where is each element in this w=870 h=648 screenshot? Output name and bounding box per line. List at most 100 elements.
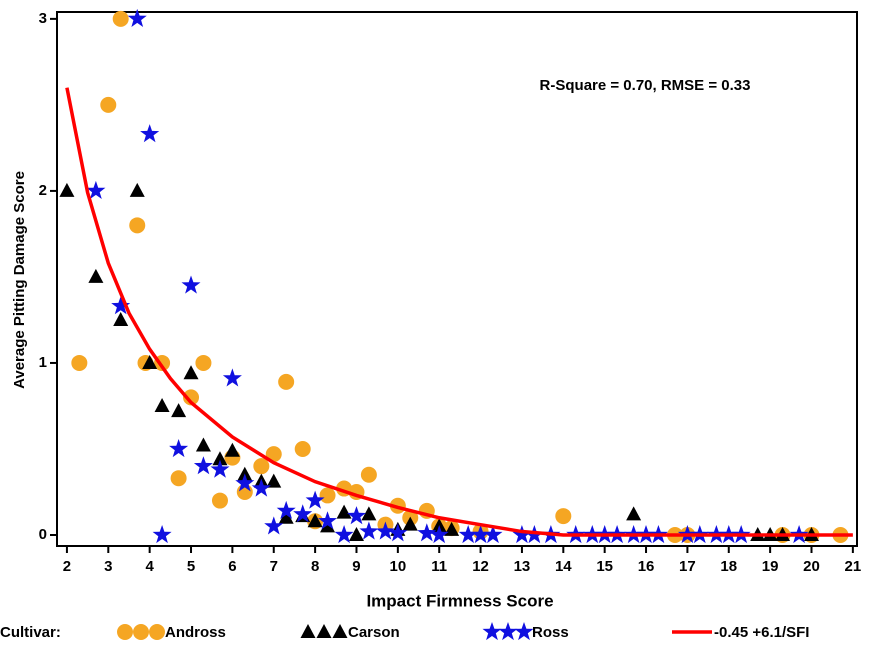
point xyxy=(318,511,337,530)
point xyxy=(181,275,201,294)
point xyxy=(458,525,478,544)
point xyxy=(278,373,295,390)
x-tick-label: 5 xyxy=(187,558,195,575)
point xyxy=(251,478,271,497)
x-tick-label: 18 xyxy=(720,558,737,575)
point xyxy=(360,466,377,483)
x-tick-label: 21 xyxy=(845,558,862,575)
x-tick-label: 14 xyxy=(555,558,572,575)
point xyxy=(347,506,366,525)
point xyxy=(294,440,311,457)
x-tick-label: 20 xyxy=(803,558,820,575)
point xyxy=(305,490,325,509)
point xyxy=(278,509,294,524)
point xyxy=(142,354,158,369)
x-tick-label: 3 xyxy=(104,558,112,575)
point xyxy=(276,500,296,519)
point xyxy=(402,516,418,531)
point xyxy=(169,439,189,458)
y-tick-label: 3 xyxy=(39,10,47,27)
point xyxy=(195,354,212,371)
point xyxy=(336,504,352,519)
point xyxy=(375,521,395,540)
point xyxy=(293,504,313,523)
point xyxy=(129,217,146,234)
legend-swatch xyxy=(133,624,149,640)
point xyxy=(111,296,131,315)
point xyxy=(183,389,200,406)
point xyxy=(471,525,491,544)
point xyxy=(211,492,228,509)
point xyxy=(483,525,503,544)
legend-label: Andross xyxy=(165,624,226,641)
x-tick-label: 15 xyxy=(596,558,613,575)
point xyxy=(129,182,145,197)
legend-swatch xyxy=(300,624,316,638)
point xyxy=(320,518,336,533)
x-tick-label: 13 xyxy=(514,558,531,575)
point xyxy=(626,506,642,521)
legend-swatch xyxy=(498,622,518,641)
fit-line xyxy=(65,87,853,537)
legend-title: Cultivar: xyxy=(0,624,61,641)
x-axis-label: Impact Firmness Score xyxy=(366,591,553,610)
point xyxy=(59,182,75,197)
point xyxy=(112,10,129,27)
point xyxy=(235,473,255,492)
legend-swatch xyxy=(316,624,332,638)
point xyxy=(224,442,240,457)
legend-label: Ross xyxy=(532,624,569,641)
point xyxy=(183,365,199,380)
point xyxy=(555,508,572,525)
plot-frame xyxy=(56,11,858,547)
point xyxy=(193,456,213,475)
x-tick-label: 6 xyxy=(228,558,236,575)
point xyxy=(113,311,129,326)
point xyxy=(170,470,187,487)
point xyxy=(140,124,160,143)
point xyxy=(512,525,532,544)
point xyxy=(222,368,242,387)
x-tick-label: 9 xyxy=(352,558,360,575)
x-tick-label: 16 xyxy=(638,558,655,575)
point xyxy=(361,506,377,521)
point xyxy=(195,437,211,452)
legend-swatch xyxy=(149,624,165,640)
x-tick-label: 7 xyxy=(270,558,278,575)
point xyxy=(348,526,364,541)
point xyxy=(100,96,117,113)
legend-swatch xyxy=(117,624,133,640)
point xyxy=(86,180,106,199)
y-tick-label: 1 xyxy=(39,354,47,371)
x-tick-label: 12 xyxy=(472,558,489,575)
legend-swatch xyxy=(514,622,534,641)
point xyxy=(266,473,282,488)
point xyxy=(307,513,323,528)
x-tick-label: 4 xyxy=(145,558,154,575)
legend-label: -0.45 +6.1/SFI xyxy=(714,624,809,641)
x-tick-label: 11 xyxy=(431,558,447,575)
point xyxy=(210,459,230,478)
point xyxy=(127,8,147,27)
point xyxy=(71,354,88,371)
x-tick-label: 2 xyxy=(63,558,71,575)
x-tick-label: 8 xyxy=(311,558,319,575)
point xyxy=(154,397,170,412)
point xyxy=(88,268,104,283)
legend-swatch xyxy=(482,622,502,641)
x-tick-label: 10 xyxy=(390,558,407,575)
point xyxy=(319,487,336,504)
point xyxy=(359,521,379,540)
point xyxy=(171,403,187,418)
point xyxy=(264,516,284,535)
legend-swatch xyxy=(332,624,348,638)
point xyxy=(388,523,408,542)
x-tick-label: 19 xyxy=(762,558,779,575)
x-tick-label: 17 xyxy=(679,558,696,575)
y-tick-label: 2 xyxy=(39,182,47,199)
point xyxy=(429,525,449,544)
point xyxy=(265,446,282,463)
y-tick-label: 0 xyxy=(39,526,47,543)
point xyxy=(417,523,437,542)
